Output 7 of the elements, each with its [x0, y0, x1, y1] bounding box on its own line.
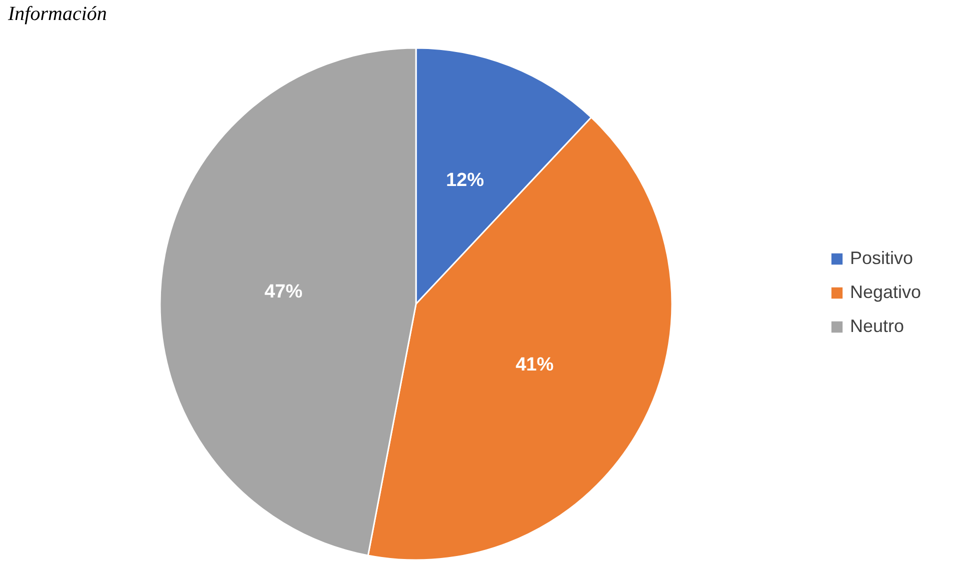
legend-label: Positivo	[850, 248, 914, 268]
data-label: 47%	[264, 281, 303, 302]
legend-label: Neutro	[850, 316, 904, 336]
legend-label: Negativo	[850, 282, 922, 302]
data-label: 12%	[446, 170, 484, 192]
chart-title: Información	[7, 3, 107, 25]
data-label: 41%	[516, 354, 554, 376]
